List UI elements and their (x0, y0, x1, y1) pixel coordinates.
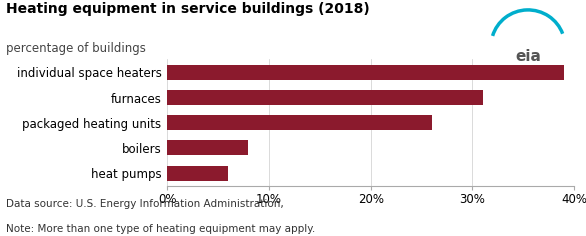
Bar (167, 65, 564, 80)
Text: Heating equipment in service buildings (2018): Heating equipment in service buildings (… (6, 2, 370, 16)
Text: Note: More than one type of heating equipment may apply.: Note: More than one type of heating equi… (6, 224, 315, 234)
Bar (167, 165, 228, 181)
Bar (167, 140, 248, 156)
Text: eia: eia (515, 49, 541, 64)
Text: percentage of buildings: percentage of buildings (6, 42, 146, 55)
Text: Data source: U.S. Energy Information Administration,: Data source: U.S. Energy Information Adm… (6, 199, 287, 209)
Bar (167, 90, 483, 105)
Bar (167, 115, 432, 130)
